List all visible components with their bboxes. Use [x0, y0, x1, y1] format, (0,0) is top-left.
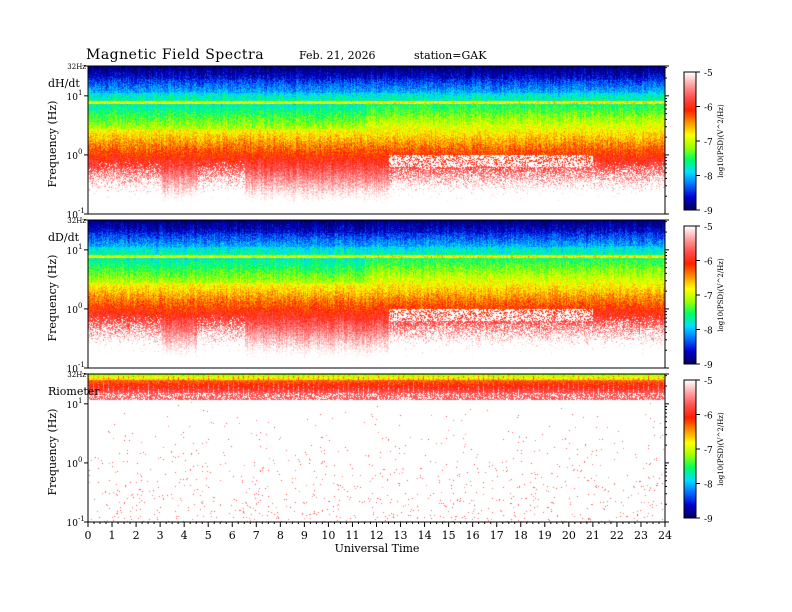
panel-label: dD/dt — [48, 231, 80, 244]
y-tick-exponent: 1 — [78, 243, 82, 251]
chart-date: Feb. 21, 2026 — [299, 49, 376, 62]
y-tick-exponent: -1 — [78, 515, 85, 523]
y-tick-label: 10 — [67, 519, 79, 529]
colorbar-tick-label: -7 — [704, 138, 713, 148]
station-label: station=GAK — [414, 49, 487, 62]
x-tick-label: 18 — [514, 529, 528, 542]
colorbar-frame — [683, 225, 697, 365]
colorbar-label: log10(PSD)(V^2/Hz) — [717, 258, 725, 332]
panel-frame — [87, 219, 666, 369]
colorbar-tick-label: -5 — [704, 223, 713, 233]
y-tick-label: 10 — [67, 365, 79, 375]
y-tick-exponent: 1 — [78, 89, 82, 97]
x-axis-label: Universal Time — [335, 542, 420, 555]
colorbar-tick-label: -8 — [704, 327, 713, 337]
x-tick-label: 7 — [253, 529, 260, 542]
colorbar-tick-label: -7 — [704, 292, 713, 302]
panel-label: dH/dt — [48, 77, 80, 90]
y-tick-label: 10 — [67, 247, 79, 257]
y-tick-exponent: 0 — [78, 302, 82, 310]
y-axis-label: Frequency (Hz) — [46, 409, 59, 496]
y-tick-label: 32Hz — [67, 63, 86, 71]
x-tick-label: 1 — [109, 529, 116, 542]
x-tick-label: 5 — [205, 529, 212, 542]
colorbar-frame — [683, 379, 697, 519]
colorbar-tick-label: -9 — [704, 515, 713, 525]
colorbar-frame — [683, 71, 697, 211]
colorbar-tick-label: -6 — [704, 258, 713, 268]
colorbar-tick-label: -8 — [704, 481, 713, 491]
chart-title: Magnetic Field Spectra — [86, 47, 265, 63]
x-tick-label: 19 — [538, 529, 552, 542]
x-tick-label: 9 — [301, 529, 308, 542]
y-tick-exponent: 0 — [78, 148, 82, 156]
x-tick-label: 20 — [562, 529, 576, 542]
panel-label: Riometer — [48, 385, 100, 398]
x-tick-label: 2 — [133, 529, 140, 542]
colorbar-tick-label: -7 — [704, 446, 713, 456]
y-tick-label: 10 — [67, 401, 79, 411]
x-tick-label: 23 — [634, 529, 648, 542]
panel-frame — [87, 65, 666, 215]
colorbar-dddt — [684, 226, 696, 364]
x-tick-label: 21 — [586, 529, 600, 542]
x-tick-label: 8 — [277, 529, 284, 542]
colorbar-tick-label: -9 — [704, 361, 713, 371]
x-tick-label: 22 — [610, 529, 624, 542]
colorbar-tick-label: -6 — [704, 104, 713, 114]
colorbar-tick-label: -8 — [704, 173, 713, 183]
y-tick-label: 32Hz — [67, 217, 86, 225]
x-tick-label: 4 — [181, 529, 188, 542]
y-tick-exponent: -1 — [78, 361, 85, 369]
colorbar-label: log10(PSD)(V^2/Hz) — [717, 104, 725, 178]
y-tick-exponent: 0 — [78, 456, 82, 464]
x-tick-label: 17 — [490, 529, 504, 542]
dddt-spectrogram — [88, 220, 665, 368]
x-tick-label: 14 — [418, 529, 432, 542]
y-tick-label: 10 — [67, 211, 79, 221]
y-tick-label: 10 — [67, 93, 79, 103]
colorbar-dhdt — [684, 72, 696, 210]
y-tick-label: 32Hz — [67, 371, 86, 379]
colorbar-tick-label: -6 — [704, 412, 713, 422]
y-tick-label: 10 — [67, 460, 79, 470]
colorbar-label: log10(PSD)(V^2/Hz) — [717, 412, 725, 486]
x-tick-label: 3 — [157, 529, 164, 542]
x-tick-label: 13 — [394, 529, 408, 542]
x-tick-label: 10 — [321, 529, 335, 542]
y-tick-exponent: 1 — [78, 397, 82, 405]
x-tick-label: 12 — [370, 529, 384, 542]
y-tick-exponent: -1 — [78, 207, 85, 215]
y-tick-label: 10 — [67, 306, 79, 316]
colorbar-tick-label: -5 — [704, 69, 713, 79]
x-tick-label: 15 — [442, 529, 456, 542]
y-tick-label: 10 — [67, 152, 79, 162]
x-tick-label: 16 — [466, 529, 480, 542]
y-axis-label: Frequency (Hz) — [46, 255, 59, 342]
x-tick-label: 24 — [658, 529, 672, 542]
colorbar-tick-label: -5 — [704, 377, 713, 387]
x-tick-label: 6 — [229, 529, 236, 542]
colorbar-tick-label: -9 — [704, 207, 713, 217]
panel-frame — [87, 373, 666, 523]
riometer-spectrogram — [88, 374, 665, 522]
x-tick-label: 11 — [345, 529, 359, 542]
colorbar-riometer — [684, 380, 696, 518]
x-tick-label: 0 — [85, 529, 92, 542]
y-axis-label: Frequency (Hz) — [46, 101, 59, 188]
dhdt-spectrogram — [88, 66, 665, 214]
